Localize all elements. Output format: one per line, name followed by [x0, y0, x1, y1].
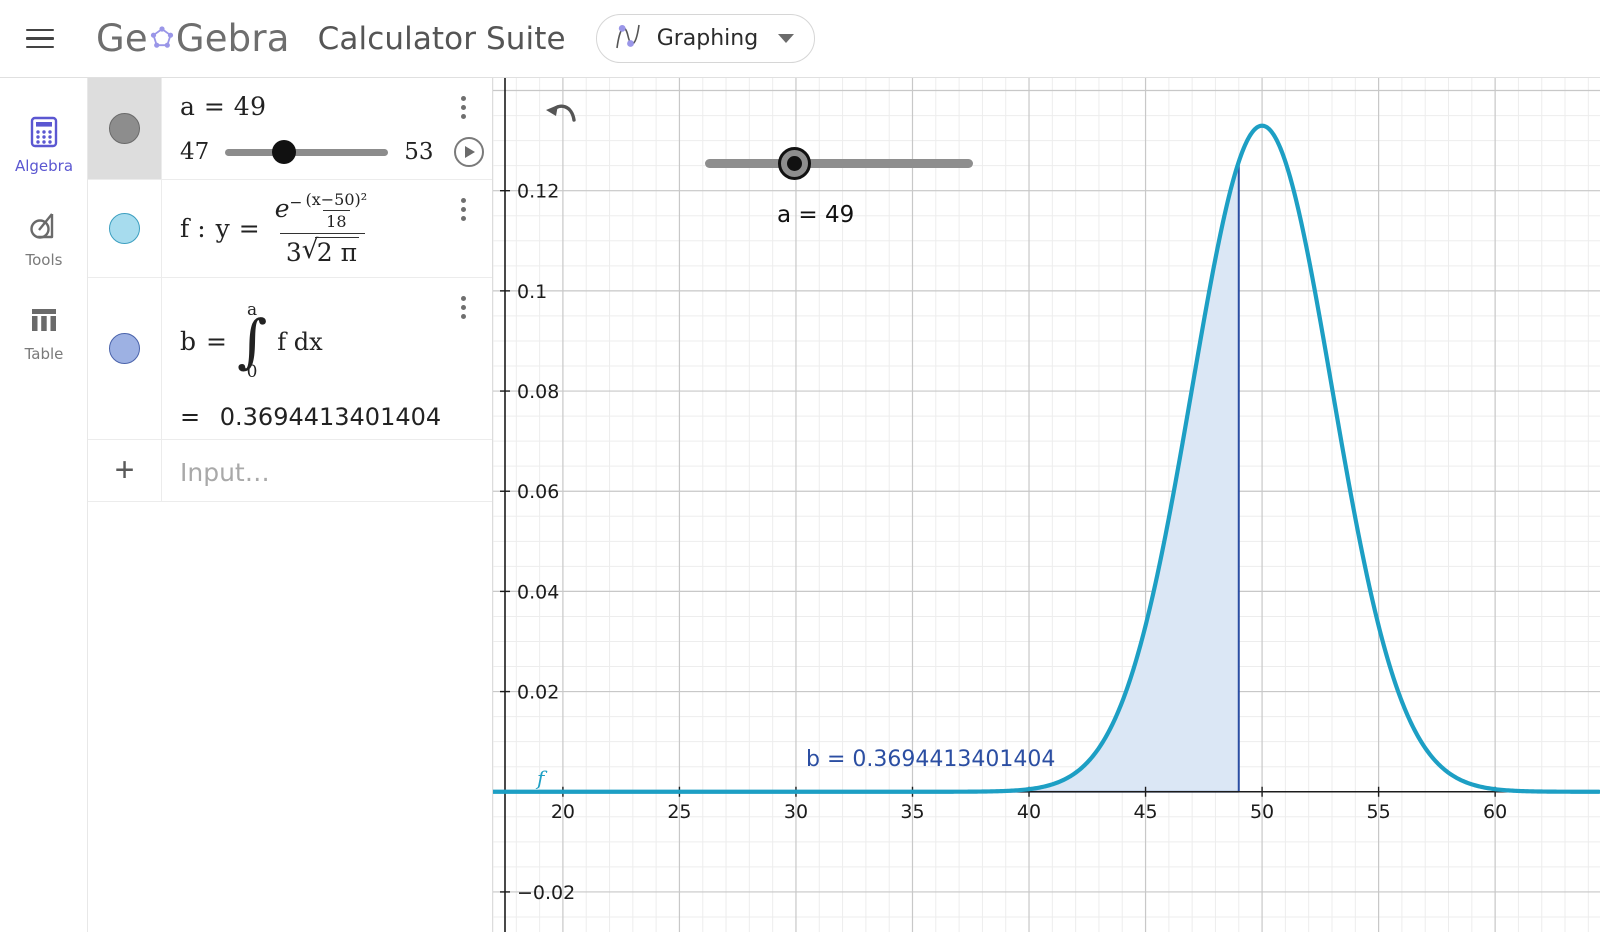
- svg-text:0.06: 0.06: [517, 481, 559, 503]
- function-equals-f: =: [238, 214, 260, 243]
- slider-track-a[interactable]: [225, 140, 389, 164]
- plus-icon[interactable]: +: [88, 440, 162, 501]
- radicand: 2 π: [314, 237, 360, 267]
- app-header: Ge Gebra Calculator Suite: [0, 0, 1600, 78]
- svg-text:0.02: 0.02: [517, 682, 559, 704]
- app-picker-button[interactable]: Graphing: [595, 14, 816, 63]
- visibility-dot-a[interactable]: [109, 113, 140, 144]
- svg-text:40: 40: [1017, 801, 1041, 823]
- algebra-row-body-a[interactable]: a = 49 47 53: [162, 78, 492, 179]
- fraction-numerator-f: e− (x−50)² 18: [269, 190, 376, 233]
- integral-lower-limit: 0: [246, 362, 258, 383]
- svg-text:0.08: 0.08: [517, 381, 559, 403]
- equation-a: a = 49: [180, 92, 267, 121]
- sidebar-item-label-tools: Tools: [25, 251, 63, 269]
- svg-text:25: 25: [667, 801, 691, 823]
- algebra-input-body[interactable]: Input…: [162, 440, 492, 504]
- row-marker-cell-a[interactable]: [88, 78, 162, 179]
- exp-base: e: [274, 194, 290, 223]
- function-label-f: f :: [180, 214, 206, 243]
- algebra-input-row[interactable]: + Input…: [88, 440, 492, 502]
- function-fraction-f: e−(x−50)²18 3 2 π: [269, 190, 376, 267]
- graph-view[interactable]: 20 25 30 35 40 45 50 55 60 −0.02 0.02 0.04 0.06 0.08 0…: [493, 78, 1600, 932]
- undo-arrow-icon[interactable]: [538, 96, 580, 134]
- function-lhs-f: y: [215, 214, 230, 243]
- svg-text:−0.02: −0.02: [517, 882, 575, 904]
- algebra-row-b[interactable]: b = a ∫ 0 f dx = 0.3694413401404: [88, 278, 492, 440]
- left-icon-rail: Algebra Tools Table: [0, 78, 88, 932]
- function-curve-label: f: [537, 766, 545, 790]
- integral-upper-limit: a: [247, 300, 258, 320]
- app-picker-label: Graphing: [656, 26, 759, 51]
- integral-symbol-b: a ∫ 0: [237, 302, 267, 381]
- row-marker-cell-f[interactable]: [88, 180, 162, 277]
- integral-lhs-b: b: [180, 327, 197, 357]
- algebra-row-body-b[interactable]: b = a ∫ 0 f dx = 0.3694413401404: [162, 278, 492, 439]
- integral-glyph: ∫: [236, 307, 268, 375]
- hamburger-menu-icon[interactable]: [14, 13, 66, 65]
- algebra-row-f[interactable]: f : y = e−(x−50)²18 3 2 π: [88, 180, 492, 278]
- play-icon[interactable]: [453, 137, 484, 167]
- slider-max-label-a: 53: [404, 139, 434, 165]
- slider-thumb-a[interactable]: [271, 140, 296, 164]
- svg-text:0.1: 0.1: [517, 281, 547, 303]
- svg-text:50: 50: [1250, 801, 1274, 823]
- kebab-menu-icon-f[interactable]: [461, 198, 466, 221]
- svg-text:0.12: 0.12: [517, 181, 559, 203]
- exponent-numerator: (x−50)²: [305, 190, 368, 209]
- algebra-row-body-f[interactable]: f : y = e−(x−50)²18 3 2 π: [162, 180, 492, 277]
- row-marker-cell-b[interactable]: [88, 278, 162, 439]
- algebra-row-a[interactable]: a = 49 47 53: [88, 78, 492, 180]
- sidebar-item-label-table: Table: [24, 345, 64, 363]
- visibility-dot-f[interactable]: [109, 213, 140, 244]
- graph-slider-track[interactable]: [705, 159, 973, 168]
- svg-text:20: 20: [551, 801, 575, 823]
- kebab-menu-icon-a[interactable]: [461, 96, 466, 119]
- fraction-denominator-f: 3 2 π: [279, 233, 366, 267]
- geogebra-logo[interactable]: Ge Gebra: [96, 17, 290, 60]
- sqrt-icon: 2 π: [302, 235, 360, 267]
- exponent-denominator: 18: [323, 210, 350, 231]
- integral-expression-b: b = a ∫ 0 f dx: [180, 302, 492, 381]
- sidebar-item-algebra[interactable]: Algebra: [0, 112, 88, 206]
- table-icon: [28, 300, 60, 340]
- svg-text:30: 30: [784, 801, 808, 823]
- logo-text-left: Ge: [96, 17, 148, 60]
- svg-text:45: 45: [1133, 801, 1157, 823]
- slider-min-label-a: 47: [180, 139, 210, 165]
- integral-result-b: = 0.3694413401404: [180, 403, 492, 431]
- sidebar-item-label-algebra: Algebra: [14, 157, 74, 175]
- graph-slider-label: a = 49: [777, 202, 855, 228]
- result-value-b: 0.3694413401404: [219, 403, 442, 432]
- svg-text:60: 60: [1483, 801, 1507, 823]
- graphing-curve-icon: [613, 20, 643, 57]
- integral-equals-b: =: [206, 327, 227, 357]
- calculator-icon: [29, 112, 59, 152]
- svg-text:55: 55: [1367, 801, 1391, 823]
- result-equals-b: =: [180, 403, 201, 432]
- algebra-panel: a = 49 47 53 f : y =: [88, 78, 493, 932]
- integral-value-label: b = 0.3694413401404: [806, 747, 1056, 772]
- slider-a[interactable]: 47 53: [180, 137, 492, 167]
- denominator-coeff: 3: [285, 238, 302, 267]
- visibility-dot-b[interactable]: [109, 333, 140, 364]
- svg-text:0.04: 0.04: [517, 581, 559, 603]
- kebab-menu-icon-b[interactable]: [461, 296, 466, 319]
- tools-icon: [27, 206, 61, 246]
- sidebar-item-tools[interactable]: Tools: [0, 206, 88, 300]
- graph-canvas[interactable]: 20 25 30 35 40 45 50 55 60 −0.02 0.02 0.04 0.06 0.08 0…: [493, 78, 1600, 932]
- exp-sign: −: [289, 193, 303, 212]
- exponent-fraction: (x−50)² 18: [303, 190, 371, 231]
- logo-text-right: Gebra: [175, 17, 290, 60]
- svg-text:35: 35: [900, 801, 924, 823]
- graph-slider-thumb[interactable]: [778, 147, 811, 180]
- integrand-b: f dx: [277, 327, 323, 356]
- input-placeholder[interactable]: Input…: [180, 457, 270, 487]
- chevron-down-icon: [778, 34, 795, 43]
- sidebar-item-table[interactable]: Table: [0, 300, 88, 394]
- geogebra-pentagon-icon: [149, 17, 175, 48]
- page-title: Calculator Suite: [317, 20, 566, 57]
